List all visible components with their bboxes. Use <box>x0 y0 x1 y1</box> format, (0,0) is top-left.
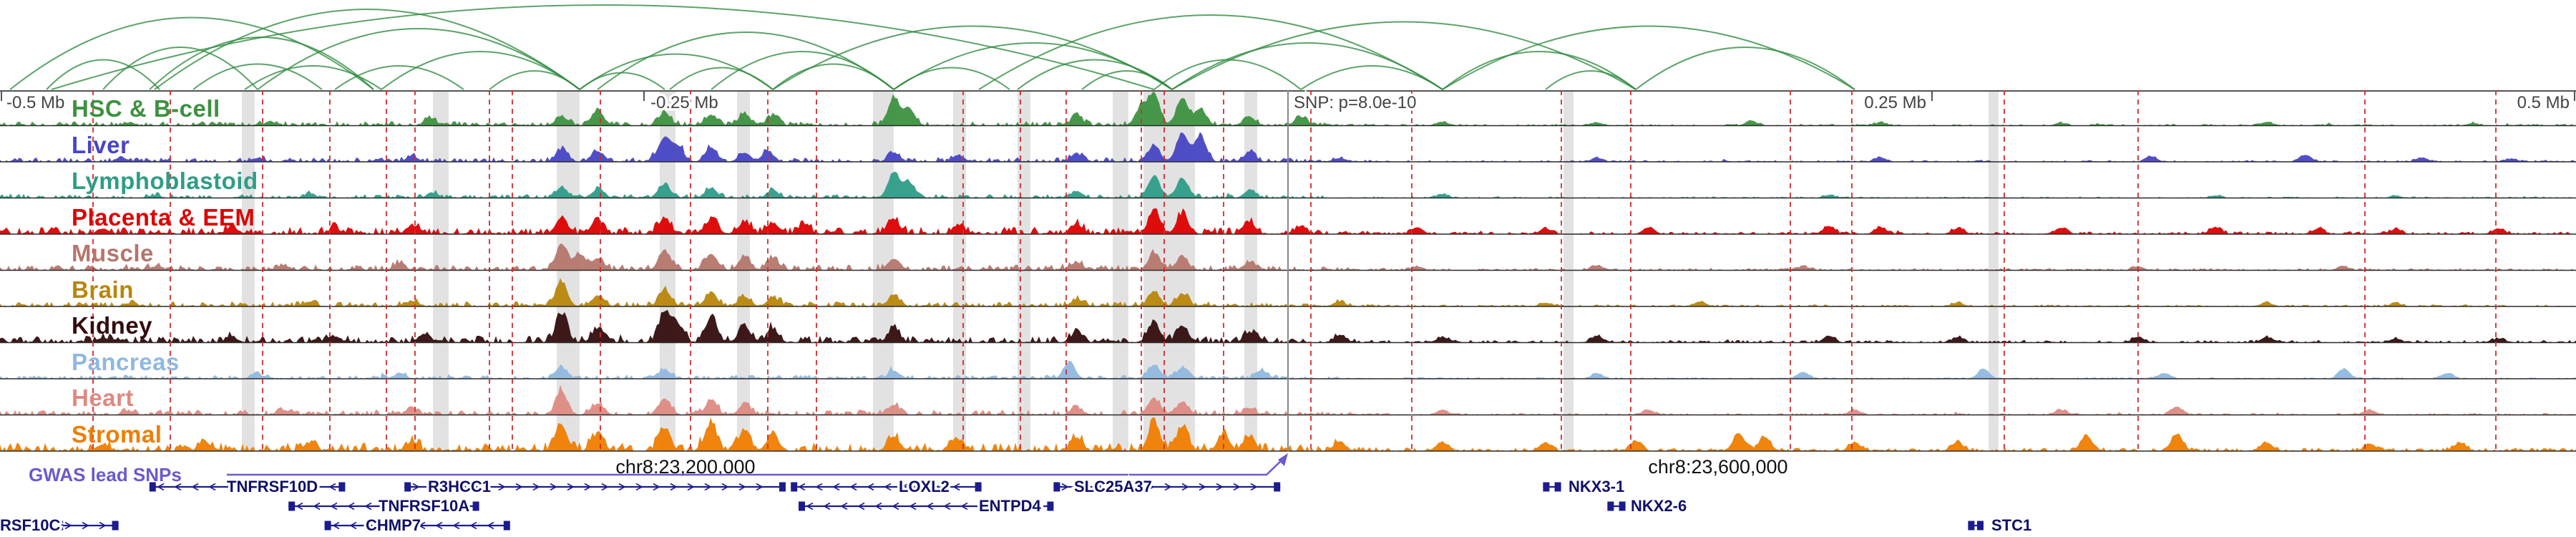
track-signal-pancreas <box>0 360 2576 379</box>
gwas-lead-snps-label: GWAS lead SNPs <box>29 464 182 485</box>
interaction-arc <box>9 16 374 90</box>
track-label-stromal: Stromal <box>72 421 162 448</box>
interaction-arc <box>1635 47 1855 90</box>
ruler-label: SNP: p=8.0e-10 <box>1294 93 1416 112</box>
gene-label: SLC25A37 <box>1074 478 1152 495</box>
interaction-arc <box>1171 42 1443 90</box>
highlight-band <box>1113 90 1128 452</box>
coordinate-label-right: chr8:23,600,000 <box>1648 456 1788 478</box>
highlight-band <box>242 90 255 452</box>
interaction-arc <box>334 65 464 90</box>
track-label-hsc-b-cell: HSC & B-cell <box>72 95 220 122</box>
gene-label: LOXL2 <box>899 478 950 495</box>
gene-loxl2: LOXL2 <box>791 475 982 498</box>
gene-label: NKX2-6 <box>1631 497 1687 515</box>
track-signal-placenta-eem <box>0 208 2576 234</box>
interaction-arc <box>669 67 774 90</box>
track-label-liver: Liver <box>72 132 130 158</box>
track-label-heart: Heart <box>72 384 134 411</box>
interaction-arc <box>244 65 382 90</box>
gene-label: ENTPD4 <box>979 497 1042 515</box>
interaction-arc <box>1300 65 1443 90</box>
highlight-band <box>1244 90 1257 452</box>
interaction-arc <box>1171 21 1636 90</box>
gene-annotation-svg: TNFRSF10D R3HCC1 LOXL2 SLC25A37 NKX3-1 TNFRSF… <box>0 453 2034 537</box>
interaction-arc <box>192 63 323 90</box>
interaction-arc <box>1153 59 1302 90</box>
interaction-arc <box>381 51 580 90</box>
gene-slc25a37: SLC25A37 <box>1053 475 1281 498</box>
highlight-band <box>433 90 449 452</box>
gene-label: RSF10C <box>0 516 60 534</box>
interaction-arc <box>51 4 1155 90</box>
interaction-arc <box>489 70 580 90</box>
interaction-arc <box>102 47 258 90</box>
gene-label: TNFRSF10A <box>379 497 469 515</box>
highlight-band <box>1989 90 1999 452</box>
gene-label: R3HCC1 <box>428 478 491 495</box>
track-label-kidney: Kidney <box>72 312 153 339</box>
gene-r3hcc1: R3HCC1 <box>404 475 786 498</box>
interaction-arc <box>149 37 374 90</box>
interaction-arc <box>257 28 580 90</box>
interaction-arc <box>1545 70 1636 90</box>
track-signal-liver <box>0 132 2576 162</box>
interaction-arc <box>772 63 894 90</box>
highlight-band <box>873 90 894 452</box>
track-label-muscle: Muscle <box>72 240 154 266</box>
gene-entpd4: ENTPD4 <box>799 495 1054 518</box>
signal-tracks-area: -0.5 Mb -0.25 Mb SNP: p=8.0e-10 0.25 Mb 0.5 … <box>0 90 2576 452</box>
ruler-label: -0.25 Mb <box>650 93 718 112</box>
ruler-label: 0.5 Mb <box>2517 93 2570 112</box>
gene-chmp7: CHMP7 <box>324 514 510 537</box>
highlight-band <box>737 90 750 452</box>
interaction-arc <box>46 59 160 90</box>
interaction-arc <box>711 51 894 90</box>
interaction-arc <box>1442 25 1855 90</box>
highlight-band <box>1563 90 1574 452</box>
gene-tnfrsf10d: TNFRSF10D <box>149 475 346 498</box>
interaction-arc <box>1442 51 1636 90</box>
gene-label: NKX3-1 <box>1568 478 1624 495</box>
gwas-connector-arrowhead <box>1278 453 1288 466</box>
ruler-label: -0.5 Mb <box>6 93 64 112</box>
gene-tnfrsf10a: TNFRSF10A <box>288 495 479 518</box>
interaction-arc <box>154 9 580 90</box>
interaction-arc <box>978 14 1443 90</box>
gene-label: CHMP7 <box>366 516 421 534</box>
chromatin-interaction-arcs <box>9 4 1855 90</box>
track-label-lymphoblastoid: Lymphoblastoid <box>72 168 258 194</box>
highlight-band <box>660 90 675 452</box>
tracks-overlay-svg: -0.5 Mb -0.25 Mb SNP: p=8.0e-10 0.25 Mb 0.5 … <box>0 90 2576 452</box>
gene-label: STC1 <box>1991 516 2031 534</box>
track-label-placenta-eem: Placenta & EEM <box>72 204 255 231</box>
track-label-pancreas: Pancreas <box>72 349 180 375</box>
gene-label: TNFRSF10D <box>227 478 318 495</box>
gene-stc1: STC1 <box>1968 514 2034 537</box>
gene-nkx2-6: NKX2-6 <box>1607 495 1689 518</box>
gene-rsf10c: RSF10C <box>0 514 119 537</box>
gwas-connector-line <box>227 458 1284 476</box>
interaction-arc <box>1081 70 1173 90</box>
gene-nkx3-1: NKX3-1 <box>1543 475 1627 498</box>
track-label-brain: Brain <box>72 276 134 303</box>
interaction-arc <box>772 25 1173 90</box>
ruler-label: 0.25 Mb <box>1864 93 1926 112</box>
interaction-arc <box>597 32 894 90</box>
